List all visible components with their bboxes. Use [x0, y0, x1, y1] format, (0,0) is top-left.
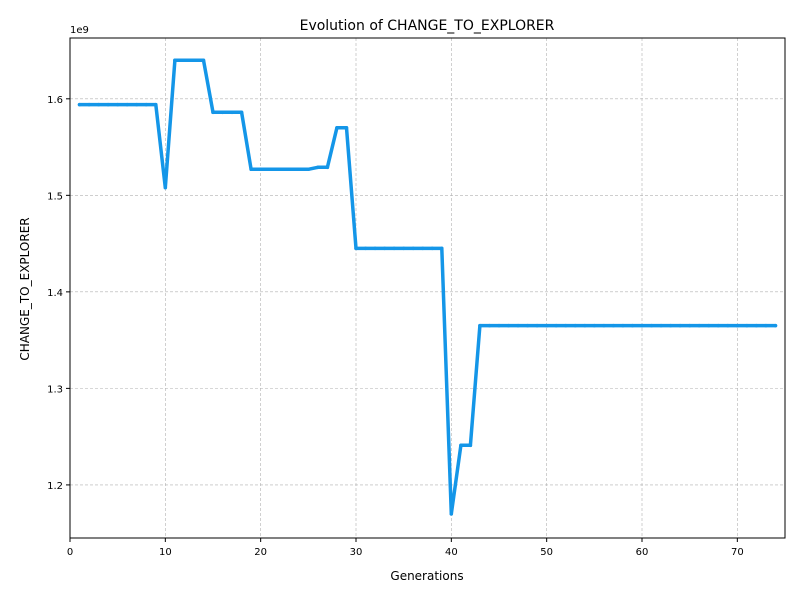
data-point — [287, 167, 292, 172]
y-tick-label: 1.5 — [47, 191, 63, 202]
y-tick-label: 1.6 — [47, 95, 63, 106]
data-point — [230, 110, 234, 115]
data-point — [382, 246, 387, 251]
data-point — [297, 167, 301, 172]
y-tick-label: 1.4 — [47, 288, 63, 299]
data-point — [649, 323, 654, 328]
data-point — [201, 58, 206, 62]
data-point — [77, 102, 82, 107]
x-tick-label: 30 — [350, 547, 363, 558]
x-tick-label: 0 — [67, 547, 73, 558]
data-point — [668, 323, 673, 328]
data-point — [277, 167, 282, 172]
data-point — [735, 323, 740, 328]
data-point — [535, 323, 539, 328]
data-point — [268, 167, 272, 172]
data-point — [497, 323, 501, 328]
data-point — [344, 126, 349, 130]
data-point — [678, 323, 682, 328]
data-point — [659, 323, 663, 328]
data-point — [144, 102, 149, 107]
x-tick-label: 70 — [731, 547, 744, 558]
plot-frame — [69, 37, 786, 539]
data-point — [640, 323, 644, 328]
data-point — [525, 323, 530, 328]
data-point — [563, 323, 568, 328]
data-point — [354, 246, 358, 251]
data-point — [745, 323, 749, 328]
data-point — [602, 323, 606, 328]
data-point — [611, 323, 616, 328]
data-point — [506, 323, 511, 328]
data-point — [516, 323, 520, 328]
data-point — [726, 323, 730, 328]
data-point — [96, 102, 101, 107]
data-point — [697, 323, 701, 328]
x-tick-label: 50 — [540, 547, 553, 558]
data-point — [392, 246, 396, 251]
data-point — [134, 102, 139, 107]
data-point — [459, 443, 463, 448]
data-point — [449, 512, 454, 516]
data-point — [258, 167, 263, 172]
x-tick-label: 60 — [636, 547, 649, 558]
data-point — [154, 102, 158, 107]
data-point — [306, 167, 311, 172]
y-tick-label: 1.2 — [47, 481, 63, 492]
data-point — [125, 102, 129, 107]
data-point — [106, 102, 110, 107]
data-point — [325, 165, 330, 170]
y-axis-offset-label: 1e9 — [70, 25, 89, 36]
y-axis-label: CHANGE_TO_EXPLORER — [18, 217, 32, 360]
data-point — [487, 323, 492, 328]
data-point — [249, 167, 253, 172]
data-point — [706, 323, 711, 328]
data-point — [544, 323, 549, 328]
data-point — [192, 58, 196, 62]
data-point — [420, 246, 425, 251]
data-point — [211, 110, 215, 115]
data-point — [335, 126, 339, 130]
data-point — [363, 246, 368, 251]
data-point — [316, 165, 320, 170]
data-point — [373, 246, 377, 251]
data-point — [621, 323, 625, 328]
x-tick-label: 10 — [159, 547, 172, 558]
data-point — [430, 246, 435, 251]
axis-ticks: 0 10 20 30 40 50 60 70 1.2 1.3 1.4 1.5 1.6 — [47, 95, 744, 558]
data-point — [773, 323, 778, 328]
data-point — [163, 185, 168, 190]
data-point — [87, 102, 91, 107]
data-point — [478, 323, 482, 328]
data-point — [220, 110, 225, 115]
data-point — [173, 58, 177, 62]
data-point — [754, 323, 759, 328]
grid — [69, 38, 785, 538]
data-point — [583, 323, 587, 328]
data-point — [115, 102, 120, 107]
data-point — [716, 323, 721, 328]
data-point — [764, 323, 768, 328]
data-point — [687, 323, 692, 328]
series-layer — [77, 58, 778, 516]
data-point — [630, 323, 635, 328]
data-point — [554, 323, 558, 328]
data-point — [239, 110, 244, 115]
data-point — [592, 323, 597, 328]
data-point — [573, 323, 578, 328]
x-axis-label: Generations — [390, 569, 463, 583]
data-point — [401, 246, 406, 251]
y-tick-label: 1.3 — [47, 384, 63, 395]
chart-title: Evolution of CHANGE_TO_EXPLORER — [300, 18, 555, 34]
data-point — [411, 246, 415, 251]
data-point — [182, 58, 187, 62]
data-point — [468, 443, 473, 448]
data-point — [440, 246, 444, 251]
x-tick-label: 20 — [254, 547, 267, 558]
x-tick-label: 40 — [445, 547, 458, 558]
